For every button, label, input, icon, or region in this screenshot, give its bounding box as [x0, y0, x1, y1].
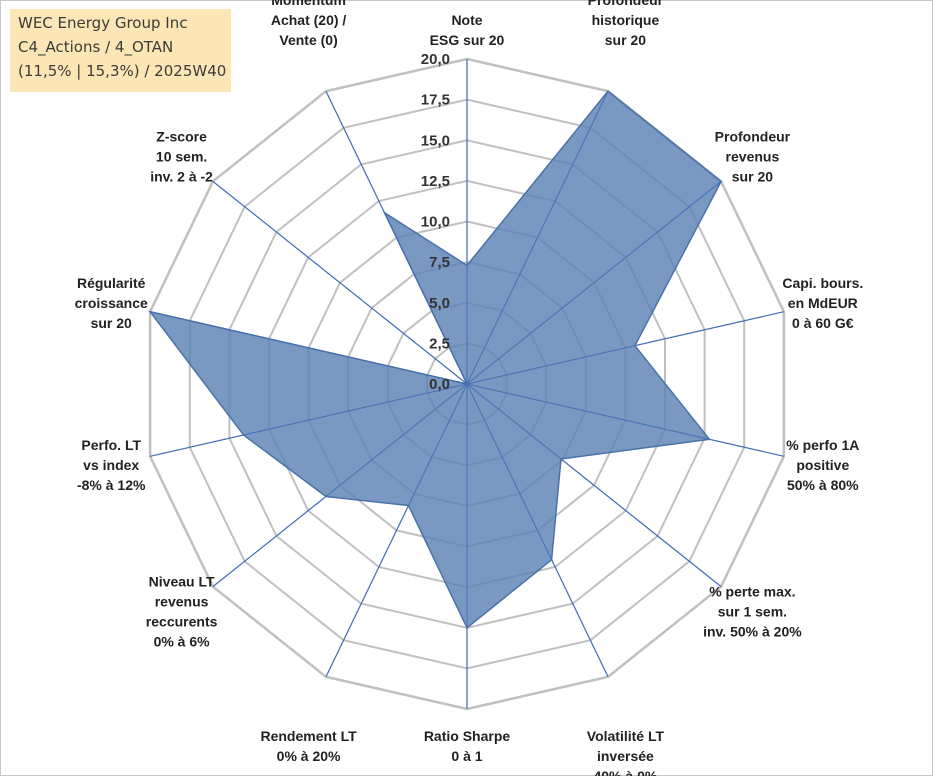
series-spoke-overlay: [466, 345, 636, 385]
radar-series: [148, 90, 723, 629]
axis-label: Perfo. LT vs index -8% à 12%: [77, 437, 146, 493]
axis-label-line: 50% à 80%: [787, 477, 859, 493]
data-point: [466, 627, 468, 629]
axis-label-line: inversée: [597, 748, 654, 764]
data-point: [708, 438, 711, 441]
axis-label-line: Régularité: [77, 275, 146, 291]
data-point: [242, 434, 245, 436]
series-spoke-overlay: [408, 383, 468, 506]
tick-label: 17,5: [421, 92, 450, 109]
axis-label: Volatilité LT inversée 40% à 0%: [587, 728, 665, 776]
series-spoke-overlay: [466, 90, 609, 385]
tick-label: 10,0: [421, 214, 450, 231]
axis-label-line: 0 à 1: [451, 748, 482, 764]
radar-axis-labels: Note ESG sur 20 Profondeur historique sur 20…: [75, 0, 864, 776]
axis-label-line: Perfo. LT: [81, 437, 141, 453]
axis-label-line: % perfo 1A: [786, 437, 859, 453]
data-point: [560, 458, 562, 460]
tick-label: 5,0: [429, 295, 450, 312]
tick-label: 0,0: [429, 376, 450, 393]
axis-label-line: revenus: [155, 594, 209, 610]
radar-tick-labels: 0,0 2,5 5,0 7,5 10,0 12,5 15,0 17,5 20,0: [421, 51, 450, 393]
axis-label-line: revenus: [726, 148, 780, 164]
axis-label: Profondeur historique sur 20: [588, 0, 664, 48]
category-code: C4_Actions / 4_OTAN: [18, 38, 174, 56]
series-spoke-overlay: [466, 383, 562, 460]
axis-label-line: sur 20: [732, 168, 773, 184]
axis-label-line: Profondeur: [715, 128, 791, 144]
data-point: [634, 344, 636, 347]
axis-label-line: vs index: [83, 457, 139, 473]
data-point: [383, 211, 386, 214]
data-point: [607, 90, 609, 92]
axis-label: Momentum Achat (20) / Vente (0): [271, 0, 347, 48]
series-spoke-overlay: [466, 383, 553, 560]
axis-label-line: 0% à 6%: [154, 634, 211, 650]
axis-label: Rendement LT 0% à 20%: [260, 728, 357, 764]
axis-label: % perfo 1A positive 50% à 80%: [786, 437, 859, 493]
axis-label-line: sur 20: [91, 315, 132, 331]
axis-label-line: Capi. bours.: [782, 275, 863, 291]
axis-label-line: sur 20: [605, 32, 646, 48]
axis-label-line: 0% à 20%: [277, 748, 341, 764]
axis-label-line: Z-score: [156, 128, 207, 144]
axis-label: Z-score 10 sem. inv. 2 à -2: [150, 128, 213, 184]
series-spoke-overlay: [384, 212, 468, 385]
data-point: [149, 310, 151, 313]
axis-label: Profondeur revenus sur 20: [715, 128, 791, 184]
data-point: [466, 264, 468, 267]
series-spoke-overlay: [149, 311, 468, 385]
axis-label-line: sur 1 sem.: [718, 604, 787, 620]
company-name: WEC Energy Group Inc: [18, 14, 188, 32]
axis-label-line: positive: [796, 457, 849, 473]
axis-label-line: 0 à 60 G€: [792, 315, 854, 331]
axis-label-line: Volatilité LT: [587, 728, 665, 744]
axis-label: Régularité croissance sur 20: [75, 275, 148, 331]
axis-label-line: Vente (0): [279, 32, 337, 48]
axis-label-line: 40% à 0%: [593, 768, 657, 776]
axis-label-line: en MdEUR: [788, 295, 858, 311]
data-point: [550, 558, 553, 561]
axis-label-line: % perte max.: [709, 584, 795, 600]
axis-label-line: Profondeur: [588, 0, 664, 8]
series-spoke-overlay: [325, 383, 468, 497]
tick-label: 15,0: [421, 132, 450, 149]
series-spoke-overlay: [466, 181, 722, 385]
axis-spoke: [212, 180, 468, 385]
axis-label-line: inv. 50% à 20%: [703, 624, 802, 640]
period-stats: (11,5% | 15,3%) / 2025W40: [18, 62, 227, 80]
axis-label: Niveau LT revenus reccurents 0% à 6%: [146, 574, 218, 650]
tick-label: 20,0: [421, 51, 450, 68]
axis-label: % perte max. sur 1 sem. inv. 50% à 20%: [703, 584, 802, 640]
axis-label-line: historique: [592, 12, 660, 28]
data-point: [407, 504, 410, 507]
axis-label-line: ESG sur 20: [430, 32, 505, 48]
tick-label: 7,5: [429, 254, 450, 271]
data-point: [720, 180, 722, 183]
axis-label-line: Rendement LT: [260, 728, 357, 744]
axis-label-line: -8% à 12%: [77, 477, 146, 493]
axis-label-line: Niveau LT: [149, 574, 215, 590]
tick-label: 2,5: [429, 335, 450, 352]
tick-label: 12,5: [421, 173, 450, 190]
data-point: [466, 383, 468, 385]
axis-label-line: inv. 2 à -2: [150, 168, 213, 184]
series-spoke-overlay: [243, 383, 468, 436]
info-box: WEC Energy Group Inc C4_Actions / 4_OTAN…: [10, 9, 231, 92]
axis-label: Note ESG sur 20: [430, 12, 505, 48]
axis-label-line: 10 sem.: [156, 148, 207, 164]
axis-label-line: Momentum: [271, 0, 346, 8]
axis-label-line: Ratio Sharpe: [424, 728, 511, 744]
axis-label-line: croissance: [75, 295, 148, 311]
axis-label-line: Achat (20) /: [271, 12, 347, 28]
data-point: [325, 495, 327, 498]
axis-label: Capi. bours. en MdEUR 0 à 60 G€: [782, 275, 863, 331]
axis-label: Ratio Sharpe 0 à 1: [424, 728, 511, 764]
series-spoke-overlay: [466, 383, 710, 440]
axis-label-line: reccurents: [146, 614, 218, 630]
axis-label-line: Note: [451, 12, 482, 28]
